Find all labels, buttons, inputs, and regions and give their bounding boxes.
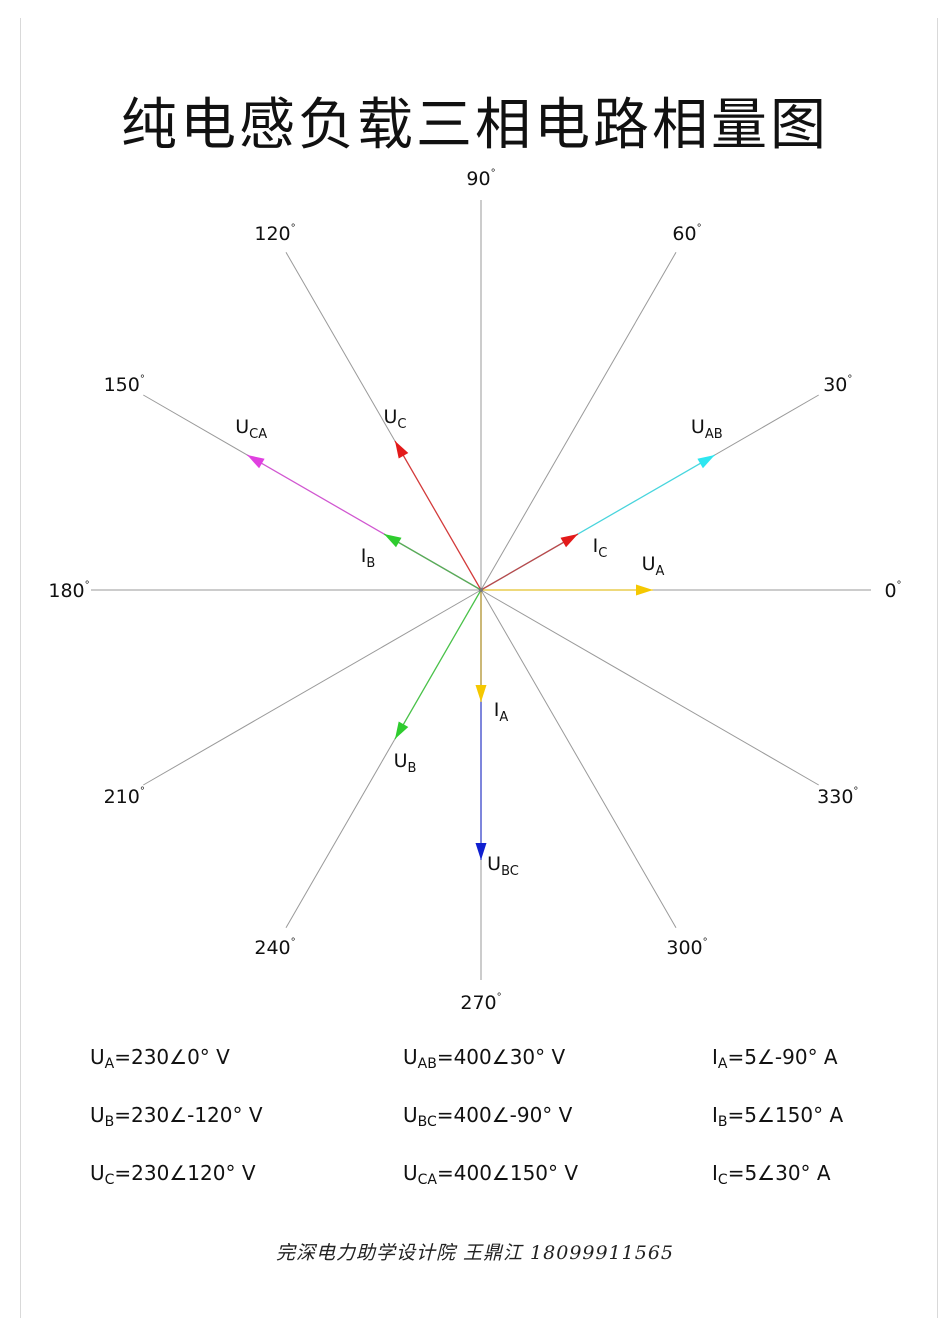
angle-label-30: 30° — [823, 374, 852, 396]
phasor-uca-arrowhead — [247, 455, 265, 469]
equation-subscript: B — [104, 1114, 115, 1130]
phasor-label-ic: IC — [593, 535, 608, 561]
phasor-label-ub: UB — [394, 750, 417, 776]
angle-label-270: 270° — [460, 992, 501, 1014]
reference-line-300 — [480, 589, 677, 928]
angle-label-150: 150° — [104, 374, 145, 396]
equation-value: =5∠150° A — [727, 1103, 844, 1127]
phasor-ubc-arrowhead — [475, 843, 487, 860]
phasor-ub-shaft — [394, 589, 482, 740]
equation-ubc: UBC=400∠-90° V — [403, 1103, 572, 1130]
equation-symbol: U — [403, 1045, 418, 1069]
equation-uab: UAB=400∠30° V — [403, 1045, 565, 1072]
equation-symbol: U — [90, 1161, 105, 1185]
angle-label-300: 300° — [666, 937, 707, 959]
equation-value: =5∠30° A — [727, 1161, 831, 1185]
page-border-left — [20, 18, 21, 1318]
equation-subscript: B — [717, 1114, 728, 1130]
equation-subscript: C — [104, 1172, 115, 1188]
phasor-ub-arrowhead — [395, 721, 409, 739]
phasor-ib-arrowhead — [384, 534, 402, 548]
phasor-label-uca: UCA — [235, 416, 267, 442]
phasor-ua-arrowhead — [636, 584, 653, 596]
angle-label-330: 330° — [817, 786, 858, 808]
equation-subscript: AB — [417, 1056, 437, 1072]
equation-symbol: U — [90, 1045, 105, 1069]
equation-uc: UC=230∠120° V — [90, 1161, 256, 1188]
diagram-title: 纯电感负载三相电路相量图 — [121, 93, 829, 158]
phasor-uab-arrowhead — [697, 455, 715, 469]
equation-subscript: CA — [417, 1172, 437, 1188]
equation-ia: IA=5∠-90° A — [712, 1045, 838, 1072]
phasor-uc-shaft — [394, 440, 482, 591]
angle-label-240: 240° — [254, 937, 295, 959]
equation-value: =230∠-120° V — [114, 1103, 263, 1127]
origin-point — [479, 588, 483, 592]
phasor-label-ubc: UBC — [487, 853, 519, 879]
phasor-ic-arrowhead — [560, 534, 578, 548]
equation-value: =400∠30° V — [436, 1045, 566, 1069]
reference-line-60 — [480, 252, 677, 591]
equation-value: =230∠0° V — [114, 1045, 230, 1069]
phasor-label-ua: UA — [642, 553, 665, 579]
phasor-ic-shaft — [480, 533, 579, 591]
phasor-label-ia: IA — [494, 699, 509, 725]
equation-ib: IB=5∠150° A — [712, 1103, 843, 1130]
equation-ub: UB=230∠-120° V — [90, 1103, 263, 1130]
phasor-label-uab: UAB — [691, 416, 723, 442]
reference-line-210 — [143, 589, 482, 786]
equation-subscript: A — [717, 1056, 728, 1072]
angle-label-0: 0° — [884, 580, 901, 602]
equation-symbol: U — [90, 1103, 105, 1127]
equation-value: =5∠-90° A — [727, 1045, 838, 1069]
angle-label-60: 60° — [672, 223, 701, 245]
angle-label-120: 120° — [254, 223, 295, 245]
equation-subscript: A — [104, 1056, 115, 1072]
equation-value: =400∠150° V — [437, 1161, 579, 1185]
equation-symbol: I — [712, 1045, 718, 1069]
equation-symbol: U — [403, 1161, 418, 1185]
angle-label-90: 90° — [466, 168, 495, 190]
reference-line-330 — [480, 589, 819, 786]
equation-subscript: C — [717, 1172, 728, 1188]
phasor-ib-shaft — [383, 533, 482, 591]
phasor-ia-arrowhead — [475, 685, 487, 702]
equation-symbol: I — [712, 1161, 718, 1185]
angle-label-210: 210° — [104, 786, 145, 808]
equation-value: =400∠-90° V — [436, 1103, 573, 1127]
angle-label-180: 180° — [48, 580, 89, 602]
equation-value: =230∠120° V — [114, 1161, 256, 1185]
phasor-label-ib: IB — [361, 545, 376, 571]
equation-ic: IC=5∠30° A — [712, 1161, 831, 1188]
signature: 完深电力助学设计院 王鼎江 18099911565 — [275, 1242, 675, 1264]
equation-ua: UA=230∠0° V — [90, 1045, 230, 1072]
equation-symbol: I — [712, 1103, 718, 1127]
equation-subscript: BC — [417, 1114, 437, 1130]
equation-symbol: U — [403, 1103, 418, 1127]
page-border-right — [937, 18, 938, 1318]
equation-uca: UCA=400∠150° V — [403, 1161, 578, 1188]
phasor-uc-arrowhead — [395, 441, 409, 459]
phasor-label-uc: UC — [384, 406, 407, 432]
